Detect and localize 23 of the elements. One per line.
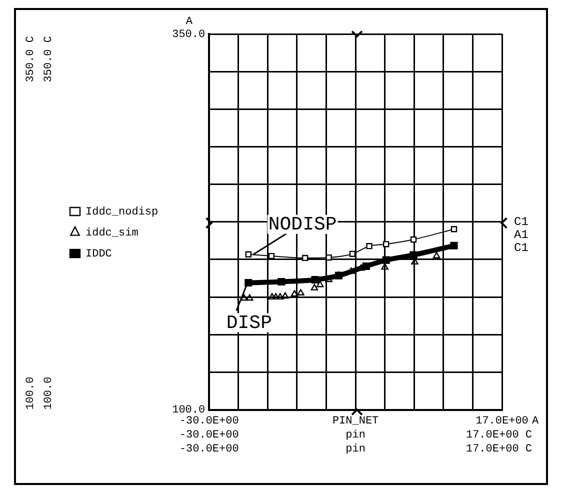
- annotation: DISP: [226, 312, 272, 334]
- text: C1: [514, 241, 528, 256]
- text: 350.0 C: [24, 36, 37, 82]
- legend-label: IDDC: [86, 248, 112, 260]
- text: pin: [346, 444, 366, 456]
- text: A1: [514, 228, 528, 242]
- text: -30.0E+00: [179, 444, 239, 456]
- x-axis-title: PIN_NET: [332, 416, 380, 428]
- legend-label: Iddc_nodisp: [86, 206, 158, 218]
- annotation: NODISP: [268, 213, 337, 236]
- y-tick-label: 350.0: [172, 28, 206, 41]
- text: -30.0E+00: [179, 430, 239, 442]
- x-tick-label: 17.0E+00: [476, 415, 528, 428]
- text: C1: [514, 215, 528, 230]
- text: 17.0E+00 C: [466, 444, 532, 456]
- text: A: [186, 16, 193, 28]
- text: 100.0: [42, 376, 55, 410]
- legend-label: iddc_sim: [86, 227, 139, 240]
- text: A: [532, 416, 539, 428]
- text: pin: [346, 430, 366, 442]
- text: 17.0E+00 C: [466, 430, 532, 442]
- text: 350.0 C: [42, 36, 55, 82]
- text: 100.0: [24, 376, 37, 410]
